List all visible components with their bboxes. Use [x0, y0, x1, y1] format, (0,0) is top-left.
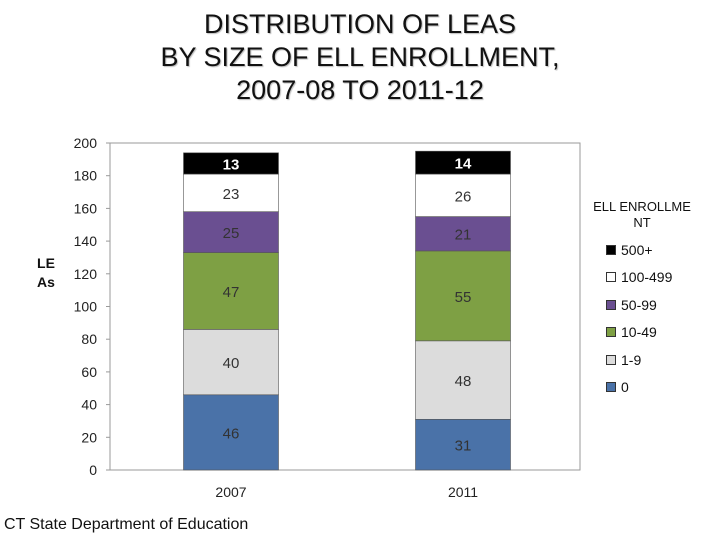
title-line-3: 2007-08 TO 2011-12	[236, 75, 484, 105]
y-tick-label: 0	[89, 462, 97, 478]
legend-swatch	[606, 354, 616, 365]
data-label: 13	[223, 156, 240, 173]
data-label: 23	[223, 186, 240, 203]
footer-source: CT State Department of Education	[4, 516, 249, 533]
data-label: 25	[223, 225, 240, 242]
bar-segment-2011-10-49	[415, 250, 511, 342]
x-tick-label: 2007	[215, 484, 246, 500]
bar-segment-2007-0	[183, 394, 279, 471]
y-tick-label: 100	[74, 299, 98, 315]
y-tick-label: 160	[74, 200, 98, 216]
data-label: 48	[455, 373, 472, 390]
y-axis-label: LEAs	[37, 255, 55, 290]
legend-title: ELL ENROLLMENT	[593, 199, 691, 230]
bar-segment-2011-50-99	[415, 216, 511, 252]
legend-label: 10-49	[621, 324, 657, 341]
chart-title: DISTRIBUTION OF LEAS BY SIZE OF ELL ENRO…	[60, 8, 660, 107]
bar-segment-2007-500+	[183, 152, 279, 175]
data-label: 26	[455, 188, 472, 205]
data-label: 46	[223, 425, 240, 442]
legend-swatch	[606, 327, 616, 338]
bar-segment-2011-500+	[415, 150, 511, 175]
y-tick-label: 60	[81, 364, 97, 380]
x-tick-label: 2011	[448, 484, 478, 500]
y-tick-label: 20	[81, 429, 97, 445]
legend: 500+ 100-499 50-99 10-49 1-9 0	[606, 236, 672, 401]
title-line-2: BY SIZE OF ELL ENROLLMENT,	[160, 42, 560, 72]
legend-label: 1-9	[621, 351, 642, 368]
data-label: 31	[455, 438, 472, 455]
bar-segment-2007-10-49	[183, 252, 279, 330]
bar-segment-2007-100-499	[183, 173, 279, 212]
y-tick-label: 180	[74, 168, 98, 184]
legend-label: 50-99	[621, 296, 657, 313]
data-label: 55	[455, 289, 472, 306]
legend-label: 100-499	[621, 269, 673, 286]
data-label: 47	[223, 284, 240, 301]
bar-segment-2011-1-9	[415, 340, 511, 420]
bar-segment-2011-0	[415, 419, 511, 471]
legend-item: 500+	[606, 236, 672, 264]
y-tick-label: 40	[81, 397, 97, 413]
y-tick-label: 120	[74, 266, 98, 282]
legend-swatch	[606, 272, 616, 283]
legend-swatch	[606, 382, 616, 393]
legend-swatch	[606, 244, 616, 255]
bar-segment-2011-100-499	[415, 173, 511, 217]
legend-swatch	[606, 299, 616, 310]
data-label: 40	[223, 355, 240, 372]
legend-item: 100-499	[606, 264, 672, 292]
title-line-1: DISTRIBUTION OF LEAS	[203, 9, 517, 39]
legend-item: 50-99	[606, 291, 672, 319]
legend-label: 0	[621, 379, 629, 396]
y-tick-label: 140	[74, 233, 98, 249]
bar-segment-2007-1-9	[183, 329, 279, 396]
y-tick-label: 80	[81, 331, 97, 347]
y-tick-label: 200	[74, 135, 98, 151]
data-label: 21	[455, 227, 472, 244]
data-label: 14	[455, 156, 472, 173]
legend-label: 500+	[621, 241, 653, 258]
legend-item: 0	[606, 374, 672, 402]
legend-item: 1-9	[606, 346, 672, 374]
legend-item: 10-49	[606, 319, 672, 347]
